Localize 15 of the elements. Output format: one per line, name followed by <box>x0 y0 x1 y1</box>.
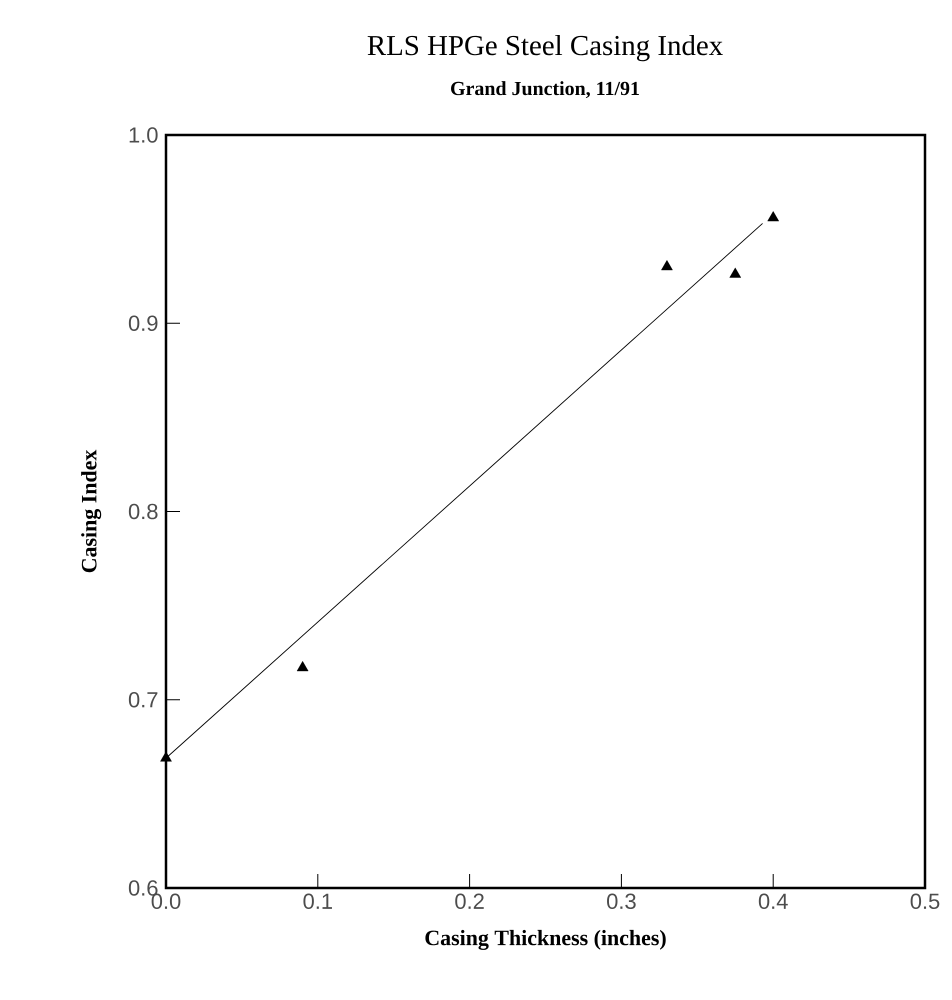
x-tick-label: 0.1 <box>303 894 332 910</box>
x-tick-label: 0.3 <box>607 894 636 910</box>
y-tick-label: 0.7 <box>128 692 158 708</box>
x-tick-label: 0.5 <box>910 894 940 910</box>
x-tick-label: 0.0 <box>152 894 180 910</box>
chart-subtitle: Grand Junction, 11/91 <box>451 81 639 98</box>
y-tick-label: 0.9 <box>128 315 158 332</box>
y-tick-label: 0.6 <box>128 880 158 896</box>
y-axis-title: Casing Index <box>81 450 102 572</box>
chart-title: RLS HPGe Steel Casing Index <box>368 34 723 62</box>
x-axis-title: Casing Thickness (inches) <box>425 930 666 950</box>
y-tick-label: 1.0 <box>130 127 158 143</box>
x-tick-label: 0.2 <box>455 894 484 910</box>
y-tick-label: 0.8 <box>128 504 158 520</box>
x-tick-label: 0.4 <box>758 894 788 910</box>
